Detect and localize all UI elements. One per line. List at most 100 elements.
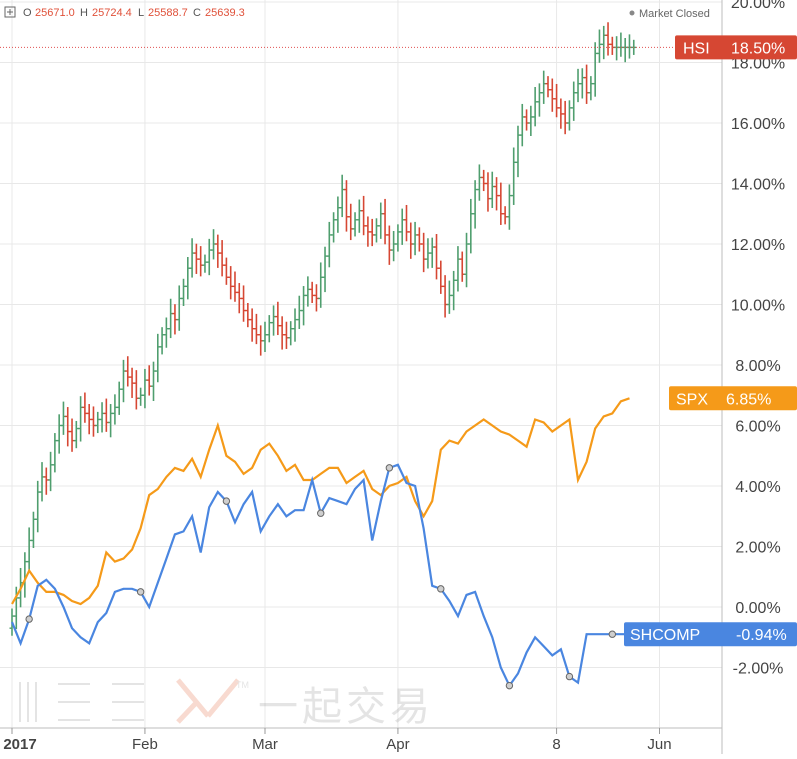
hsi-bar (476, 164, 482, 201)
x-tick-label: 8 (552, 736, 560, 753)
hsi-bar (472, 180, 478, 229)
ohlc-open-value: 25671.0 (35, 7, 75, 19)
hsi-bar (176, 285, 182, 331)
hsi-bar (519, 103, 525, 147)
hsi-bar (498, 182, 504, 225)
hsi-bar (455, 246, 461, 292)
ohlc-high-value: 25724.4 (92, 7, 132, 19)
hsi-bar (588, 76, 594, 101)
hsi-bar (95, 411, 101, 434)
y-tick-label: 2.00% (735, 540, 780, 557)
hsi-bar (425, 238, 431, 269)
hsi-bar (403, 204, 409, 242)
hsi-bar (309, 281, 315, 303)
hsi-bar (515, 125, 521, 178)
hsi-bar (609, 36, 615, 55)
hsi-bar (241, 285, 247, 322)
hsi-bar (352, 212, 358, 237)
hsi-bar (142, 368, 148, 409)
watermark-logo (19, 682, 144, 722)
hsi-bar (296, 295, 302, 330)
hsi-bar (369, 218, 375, 247)
hsi-bar (163, 317, 169, 348)
hsi-bar (133, 370, 139, 410)
hsi-bar (541, 70, 547, 104)
shcomp-tag[interactable]: SHCOMP -0.94% (624, 622, 797, 647)
hsi-bar (335, 196, 341, 233)
hsi-bar (339, 174, 345, 218)
shcomp-marker (25, 615, 33, 623)
hsi-bar (258, 325, 264, 356)
shcomp-marker (385, 464, 394, 472)
hsi-bar (554, 83, 560, 118)
hsi-bar (373, 218, 379, 243)
hsi-bar (78, 396, 84, 442)
hsi-bar (159, 327, 165, 355)
hsi-bar (481, 169, 487, 192)
expand-icon[interactable] (4, 6, 16, 18)
hsi-bar (391, 230, 397, 262)
hsi-bar (151, 361, 157, 401)
watermark-tm: TM (236, 680, 249, 690)
hsi-bar (571, 81, 577, 121)
hsi-bar (575, 68, 581, 103)
spx-tag-name: SPX (676, 391, 708, 408)
hsi-bar (494, 177, 500, 211)
hsi-bar (511, 147, 517, 205)
hsi-bar (438, 260, 444, 294)
hsi-bar (146, 365, 152, 396)
y-tick-label: 8.00% (735, 358, 780, 375)
hsi-bar (528, 105, 534, 137)
shcomp-tag-box (624, 622, 797, 647)
hsi-bar (249, 308, 255, 342)
hsi-bar (198, 246, 204, 277)
spx-tag[interactable]: SPX 6.85% (669, 386, 797, 411)
hsi-bar (292, 308, 298, 342)
y-tick-label: 6.00% (735, 419, 780, 436)
hsi-bar (605, 22, 611, 56)
hsi-bar (60, 401, 66, 435)
hsi-bar (596, 29, 602, 63)
hsi-tag-box (675, 35, 797, 60)
hsi-bar (566, 100, 572, 131)
ohlc-close-label: C (193, 7, 201, 19)
ohlc-high-label: H (80, 7, 88, 19)
hsi-bar (103, 398, 109, 432)
hsi-bar (626, 34, 632, 59)
shcomp-marker (222, 497, 231, 505)
hsi-tag[interactable]: HSI 18.50% (675, 35, 797, 60)
y-tick-label: 14.00% (731, 177, 785, 194)
x-tick-label: Mar (252, 736, 278, 753)
x-tick-label: Jun (647, 736, 671, 753)
y-tick-label: 10.00% (731, 298, 785, 315)
hsi-bar (348, 203, 354, 241)
hsi-bar (506, 184, 512, 230)
hsi-bar (69, 418, 75, 452)
hsi-bar (386, 225, 392, 265)
hsi-bar (185, 257, 191, 300)
hsi-bar (412, 221, 418, 256)
hsi-bar (245, 302, 251, 328)
hsi-bar (129, 367, 135, 398)
hsi-bar (322, 246, 328, 293)
hsi-bar (52, 433, 58, 473)
hsi-bar (318, 262, 324, 308)
watermark-x-icon (176, 678, 240, 724)
hsi-bar (549, 78, 555, 112)
hsi-bar (232, 271, 238, 302)
shcomp-marker (437, 585, 445, 593)
header-legend: O 25671.0 H 25724.4 L 25588.7 C 25639.3 … (4, 6, 710, 20)
hsi-bar (112, 394, 118, 425)
shcomp-marker (565, 672, 574, 681)
shcomp-marker (505, 681, 514, 690)
hsi-bar (283, 321, 289, 349)
hsi-bar (39, 462, 45, 502)
hsi-bar (326, 221, 332, 268)
x-tick-label: 2017 (3, 736, 36, 753)
hsi-bar (253, 313, 259, 345)
x-axis: 2017 Feb Mar Apr 8 Jun (3, 728, 672, 753)
hsi-bar (219, 240, 225, 277)
hsi-bar (532, 87, 538, 127)
hsi-bar (279, 316, 285, 350)
